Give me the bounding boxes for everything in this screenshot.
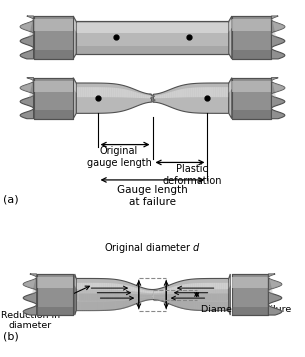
Polygon shape — [75, 274, 76, 315]
Text: Diameter at failure: Diameter at failure — [201, 305, 292, 314]
Bar — [232, 274, 268, 315]
Polygon shape — [229, 19, 232, 32]
Polygon shape — [268, 274, 282, 294]
Polygon shape — [76, 83, 152, 113]
Text: Original diameter $d$: Original diameter $d$ — [104, 241, 201, 255]
Bar — [232, 277, 268, 288]
Polygon shape — [271, 78, 285, 119]
Bar — [232, 50, 271, 59]
Polygon shape — [23, 274, 37, 315]
Bar — [34, 78, 73, 119]
Bar — [37, 307, 73, 315]
Bar — [34, 111, 73, 119]
Polygon shape — [73, 81, 76, 93]
Polygon shape — [229, 78, 232, 119]
Polygon shape — [153, 83, 229, 113]
Bar — [232, 81, 271, 92]
Polygon shape — [73, 78, 76, 119]
Bar — [34, 81, 73, 92]
Polygon shape — [271, 16, 285, 59]
Bar — [232, 16, 271, 59]
Bar — [37, 277, 73, 288]
Polygon shape — [73, 19, 76, 32]
Text: Gauge length
at failure: Gauge length at failure — [117, 185, 188, 207]
Polygon shape — [229, 277, 230, 289]
Bar — [34, 50, 73, 59]
Bar — [232, 78, 271, 119]
Polygon shape — [20, 16, 34, 59]
Bar — [232, 307, 268, 315]
Polygon shape — [229, 81, 232, 93]
Bar — [232, 19, 271, 31]
Polygon shape — [73, 16, 76, 59]
Bar — [34, 16, 73, 59]
Text: (b): (b) — [3, 331, 19, 341]
Polygon shape — [268, 274, 282, 315]
Polygon shape — [75, 277, 76, 289]
Polygon shape — [271, 78, 285, 97]
Polygon shape — [271, 16, 285, 37]
Text: Reduction in
diameter: Reduction in diameter — [1, 311, 60, 330]
Polygon shape — [229, 274, 230, 315]
Polygon shape — [76, 278, 229, 311]
Text: Original
gauge length: Original gauge length — [87, 146, 151, 168]
Polygon shape — [229, 16, 232, 59]
Bar — [76, 23, 229, 33]
Polygon shape — [20, 78, 34, 97]
Polygon shape — [20, 78, 34, 119]
Bar — [37, 274, 73, 315]
Bar — [76, 46, 229, 54]
Polygon shape — [23, 274, 37, 294]
Bar — [76, 21, 229, 54]
Text: Plastic
deformation: Plastic deformation — [162, 164, 222, 186]
Text: (a): (a) — [3, 195, 19, 205]
Bar — [232, 111, 271, 119]
Polygon shape — [20, 16, 34, 37]
Bar — [34, 19, 73, 31]
